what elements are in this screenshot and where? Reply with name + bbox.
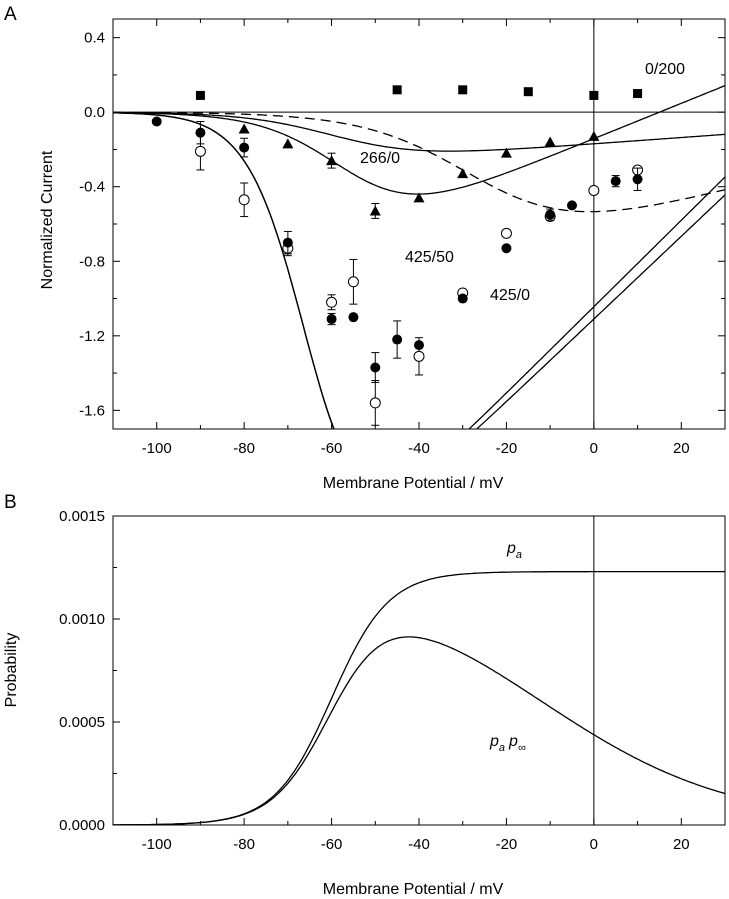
data-point-425-0 [195,127,206,138]
data-point-266-0 [238,123,250,134]
panel-b-x-axis-title: Membrane Potential / mV [323,881,504,898]
y-tick-label: -1.6 [79,402,105,419]
data-point-425-0 [632,174,643,185]
data-point-425-50 [500,227,512,239]
data-point-425-50 [413,350,425,362]
y-tick-label: -0.8 [79,253,105,270]
data-point-425-0 [239,142,250,153]
data-point-266-0 [500,147,512,158]
data-point-425-50 [347,276,359,288]
data-point-425-50 [588,184,600,196]
series-label-425-50: 425/50 [405,249,454,266]
data-point-425-0 [414,340,424,351]
data-point-425-50 [326,296,338,308]
y-tick-label: 0.0010 [59,611,105,628]
x-tick-label: 20 [673,440,690,457]
panel-b-y-axis: 0.0000 0.0005 0.0010 0.0015 [59,508,120,834]
data-point-425-0 [610,176,621,187]
series-label-425-0: 425/0 [490,287,530,304]
x-tick-label: -60 [321,836,343,853]
data-point-425-0 [501,243,512,254]
data-point-0-200 [589,90,599,100]
curve-pa [113,570,725,826]
panel-a-x-axis: -100 -80 -60 -40 -20 0 20 [112,19,726,457]
panel-b-x-axis: -100 -80 -60 -40 -20 0 20 [112,818,726,853]
data-point-266-0 [544,136,556,147]
data-point-0-200 [195,90,205,100]
series-label-pa: pa [506,540,522,561]
y-tick-label: 0.0000 [59,817,105,834]
series-label-0-200: 0/200 [645,61,685,78]
data-point-0-200 [633,89,643,99]
data-point-266-0 [457,168,469,179]
data-point-266-0 [413,192,425,203]
fit-curve-425-0 [113,112,725,429]
data-point-266-0 [369,205,381,216]
data-point-0-200 [392,85,402,95]
data-point-425-0 [567,200,577,211]
x-tick-label: 0 [590,836,598,853]
x-tick-label: -60 [321,440,343,457]
x-tick-label: 20 [673,836,690,853]
x-tick-label: -20 [496,836,518,853]
y-tick-label: 0.0 [84,104,105,121]
x-tick-label: -100 [142,440,172,457]
panel-a-x-axis-title: Membrane Potential / mV [323,475,504,492]
data-point-266-0 [282,138,294,149]
panel-a-chart: A -100 -80 -60 -40 -20 0 20 0.4 0.0 -0.4 -0.8 -1.2… [4,4,726,492]
data-point-425-0 [370,362,381,373]
x-tick-label: -80 [233,440,255,457]
curve-pa-pinf [113,636,726,826]
data-point-0-200 [523,87,533,97]
x-tick-label: -40 [408,836,430,853]
data-point-425-50 [238,194,250,206]
panel-b-label: B [4,492,17,513]
data-point-425-50 [194,145,206,157]
y-tick-label: -1.2 [79,328,105,345]
fit-curve-0-200 [113,111,725,152]
data-point-0-200 [458,85,468,95]
panel-a-reference-lines [113,19,725,429]
data-point-425-50 [369,397,381,409]
panel-b-plot-frame [112,515,726,826]
y-tick-label: 0.0015 [59,508,105,525]
data-point-266-0 [326,155,338,166]
data-point-425-0 [151,116,162,127]
panel-b-y-axis-title: Probability [3,633,20,708]
data-point-425-0 [326,314,337,325]
x-tick-label: -80 [233,836,255,853]
data-point-425-0 [457,293,468,304]
y-tick-label: -0.4 [79,179,105,196]
y-tick-label: 0.0005 [59,714,105,731]
series-label-266-0: 266/0 [360,150,400,167]
y-tick-label: 0.4 [84,30,105,47]
panel-a-data-points [151,85,644,426]
x-tick-label: 0 [590,440,598,457]
series-label-pa-pinf: pa p∞ [489,733,526,754]
x-tick-label: -20 [496,440,518,457]
x-tick-label: -40 [408,440,430,457]
dashed-fit-curve-0-200 [113,111,725,213]
panel-b-curves [113,570,726,826]
panel-a-y-axis: 0.4 0.0 -0.4 -0.8 -1.2 -1.6 [79,30,725,419]
data-point-425-0 [348,312,359,323]
data-point-266-0 [588,130,600,141]
x-tick-label: -100 [142,836,172,853]
panel-a-y-axis-title: Normalized Current [39,150,56,289]
panel-a-label: A [4,4,17,25]
data-point-425-0 [545,209,556,220]
data-point-425-0 [282,237,293,248]
panel-b-chart: B -100 -80 -60 -40 -20 0 20 0.0000 0.0005 0.0010… [3,492,726,898]
panel-a-fit-curves [113,84,725,429]
data-point-425-0 [392,334,403,345]
